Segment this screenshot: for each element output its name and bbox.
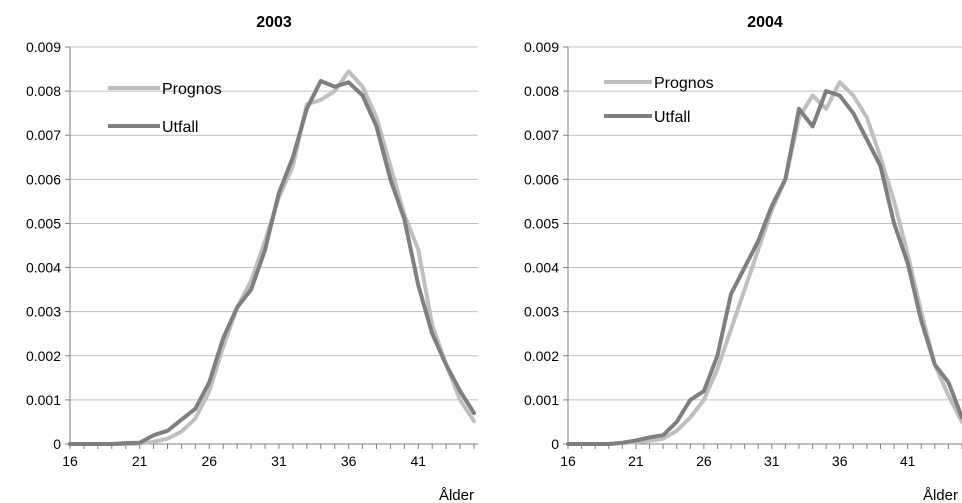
x-axis-label: Ålder	[439, 487, 474, 503]
y-tick-label: 0.007	[26, 127, 61, 143]
y-tick-label: 0.006	[26, 171, 61, 187]
y-tick-label: 0.002	[26, 348, 61, 364]
y-tick-label: 0.001	[524, 392, 559, 408]
legend-label-prognos: Prognos	[162, 81, 222, 98]
x-tick-label: 36	[832, 453, 848, 469]
chart-title: 2004	[747, 14, 783, 31]
x-tick-label: 31	[271, 453, 287, 469]
series-line-prognos	[566, 80, 962, 446]
x-tick-label: 41	[410, 453, 426, 469]
x-tick-label: 16	[62, 453, 78, 469]
y-tick-label: 0.009	[26, 39, 61, 55]
x-tick-label: 31	[764, 453, 780, 469]
y-tick-label: 0.001	[26, 392, 61, 408]
y-tick-label: 0.008	[26, 83, 61, 99]
y-tick-label: 0.003	[524, 304, 559, 320]
x-tick-label: 21	[628, 453, 644, 469]
legend-label-utfall: Utfall	[162, 119, 198, 136]
x-tick-label: 41	[900, 453, 916, 469]
y-tick-label: 0.005	[26, 215, 61, 231]
chart-2003: 0 0.001 0.002 0.003 0.004 0.005 0.006 0.007 0.00…	[26, 14, 478, 503]
chart-title: 2003	[256, 14, 292, 31]
x-tick-label: 26	[696, 453, 712, 469]
series-line-utfall	[566, 89, 962, 446]
series-line-utfall	[68, 79, 476, 446]
x-tick-label: 26	[202, 453, 218, 469]
y-tick-label: 0.008	[524, 83, 559, 99]
y-tick-label: 0.007	[524, 127, 559, 143]
x-tick-label: 16	[560, 453, 576, 469]
y-tick-label: 0.006	[524, 171, 559, 187]
y-tick-label: 0	[551, 436, 559, 452]
x-tick-label: 36	[341, 453, 357, 469]
x-axis-label: Ålder	[923, 487, 958, 503]
y-tick-label: 0.009	[524, 39, 559, 55]
y-tick-label: 0.002	[524, 348, 559, 364]
y-tick-label: 0.004	[524, 260, 559, 276]
chart-2004: 0 0.001 0.002 0.003 0.004 0.005 0.006 0.007 0.00…	[524, 14, 962, 503]
y-tick-label: 0.004	[26, 260, 61, 276]
legend-label-prognos: Prognos	[654, 75, 714, 92]
y-tick-label: 0.005	[524, 215, 559, 231]
legend-label-utfall: Utfall	[654, 109, 690, 126]
y-tick-label: 0	[53, 436, 61, 452]
x-tick-label: 21	[132, 453, 148, 469]
y-tick-label: 0.003	[26, 304, 61, 320]
